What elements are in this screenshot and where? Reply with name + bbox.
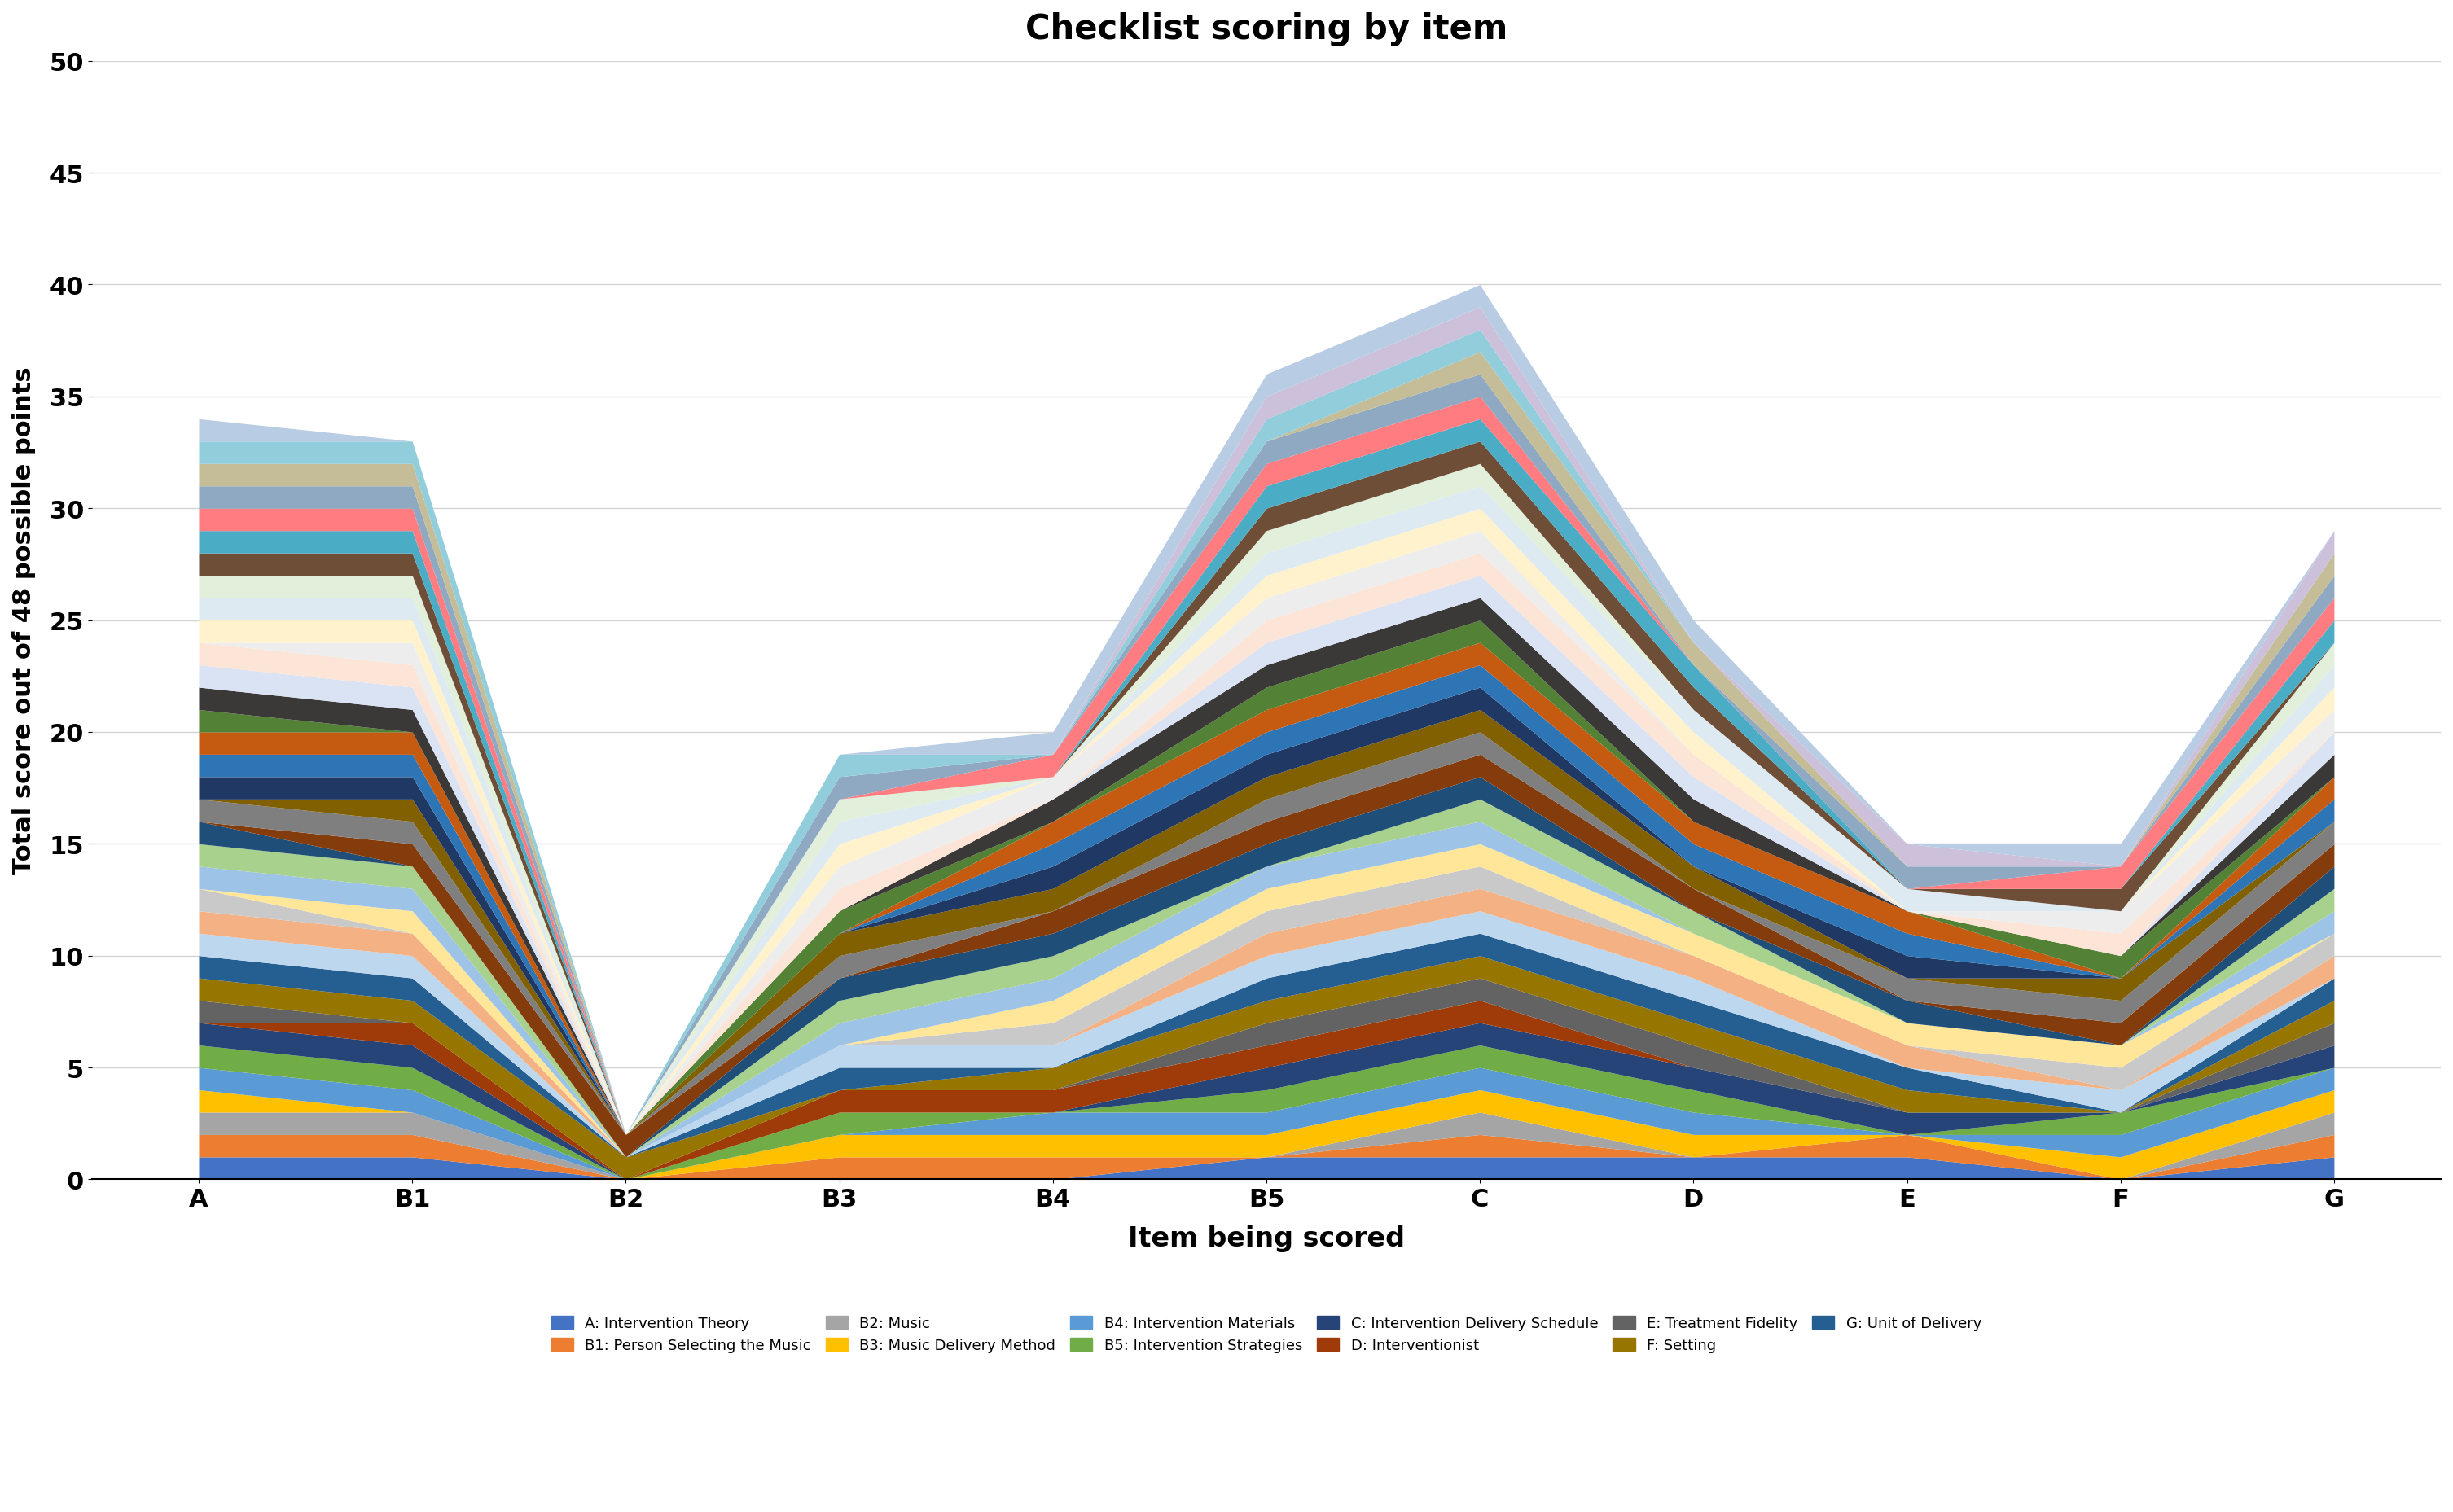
Title: Checklist scoring by item: Checklist scoring by item — [1025, 12, 1509, 47]
Y-axis label: Total score out of 48 possible points: Total score out of 48 possible points — [12, 367, 37, 874]
X-axis label: Item being scored: Item being scored — [1128, 1225, 1406, 1252]
Legend: A: Intervention Theory, B1: Person Selecting the Music, B2: Music, B3: Music Del: A: Intervention Theory, B1: Person Selec… — [545, 1309, 1987, 1359]
